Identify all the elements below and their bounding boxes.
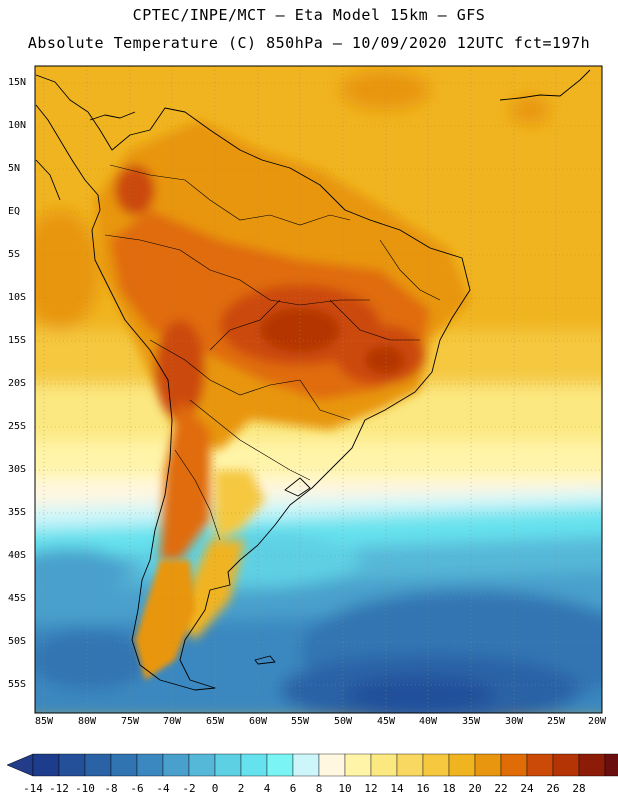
lon-label: 65W [205,716,225,727]
colorbar-label: -8 [104,782,118,795]
colorbar-label: 18 [442,782,456,795]
map-subtitle: Absolute Temperature (C) 850hPa – 10/09/… [27,34,591,52]
colorbar-label: -6 [130,782,144,795]
colorbar-label: 10 [338,782,352,795]
lon-label: 30W [504,716,524,727]
lat-label: 55S [8,679,27,690]
lon-label: 45W [376,716,396,727]
colorbar-label: -2 [182,782,196,795]
colorbar-swatch [162,753,190,777]
colorbar-swatch [136,753,164,777]
colorbar-swatch [422,753,450,777]
colorbar-swatch [474,753,502,777]
colorbar [6,753,618,777]
colorbar-label: 20 [468,782,482,795]
lon-label: 20W [587,716,607,727]
colorbar-label: -10 [75,782,95,795]
lat-label: 5N [8,163,21,174]
colorbar-label: 2 [237,782,245,795]
lat-label: 10N [8,120,27,131]
colorbar-label: 6 [289,782,297,795]
colorbar-label: -12 [49,782,69,795]
colorbar-label: 16 [416,782,430,795]
colorbar-label: -14 [23,782,43,795]
colorbar-label: 14 [390,782,404,795]
lon-label: 55W [290,716,310,727]
lat-label: 10S [8,292,27,303]
colorbar-swatch [110,753,138,777]
colorbar-swatch [214,753,242,777]
graticule [35,66,602,713]
lat-label: 30S [8,464,27,475]
lon-label: 75W [120,716,140,727]
colorbar-swatch [448,753,476,777]
colorbar-swatch [84,753,112,777]
colorbar-swatch [552,753,580,777]
colorbar-swatch [344,753,372,777]
colorbar-swatch [188,753,216,777]
lon-label: 40W [418,716,438,727]
lat-label: EQ [8,206,21,217]
colorbar-swatch [266,753,294,777]
lon-label: 35W [461,716,481,727]
lat-label: 15N [8,77,27,88]
temperature-field [35,66,602,713]
lon-label: 50W [333,716,353,727]
coastline [35,69,591,691]
colorbar-swatch [292,753,320,777]
colorbar-label: 26 [546,782,560,795]
colorbar-swatch [32,753,60,777]
lat-label: 20S [8,378,27,389]
lat-label: 45S [8,593,27,604]
map-frame [34,65,603,714]
colorbar-label: -4 [156,782,170,795]
colorbar-label: 8 [315,782,323,795]
colorbar-label: 12 [364,782,378,795]
lat-label: 50S [8,636,27,647]
lat-label: 25S [8,421,27,432]
colorbar-under-arrow [6,753,34,777]
colorbar-swatch [318,753,346,777]
lon-label: 85W [34,716,54,727]
colorbar-swatch [604,753,618,777]
lat-label: 5S [8,249,21,260]
lat-label: 35S [8,507,27,518]
lon-label: 80W [77,716,97,727]
colorbar-swatch [370,753,398,777]
colorbar-swatch [240,753,268,777]
lon-label: 25W [546,716,566,727]
colorbar-swatch [526,753,554,777]
colorbar-label: 24 [520,782,534,795]
lat-label: 15S [8,335,27,346]
lon-label: 60W [248,716,268,727]
country-borders [104,164,441,541]
colorbar-label: 4 [263,782,271,795]
colorbar-swatch [578,753,606,777]
colorbar-label: 22 [494,782,508,795]
lon-label: 70W [162,716,182,727]
colorbar-swatch [396,753,424,777]
colorbar-swatch [58,753,86,777]
colorbar-label: 28 [572,782,586,795]
map-title: CPTEC/INPE/MCT – Eta Model 15km – GFS [132,6,486,24]
lat-label: 40S [8,550,27,561]
colorbar-swatch [500,753,528,777]
colorbar-label: 0 [211,782,219,795]
